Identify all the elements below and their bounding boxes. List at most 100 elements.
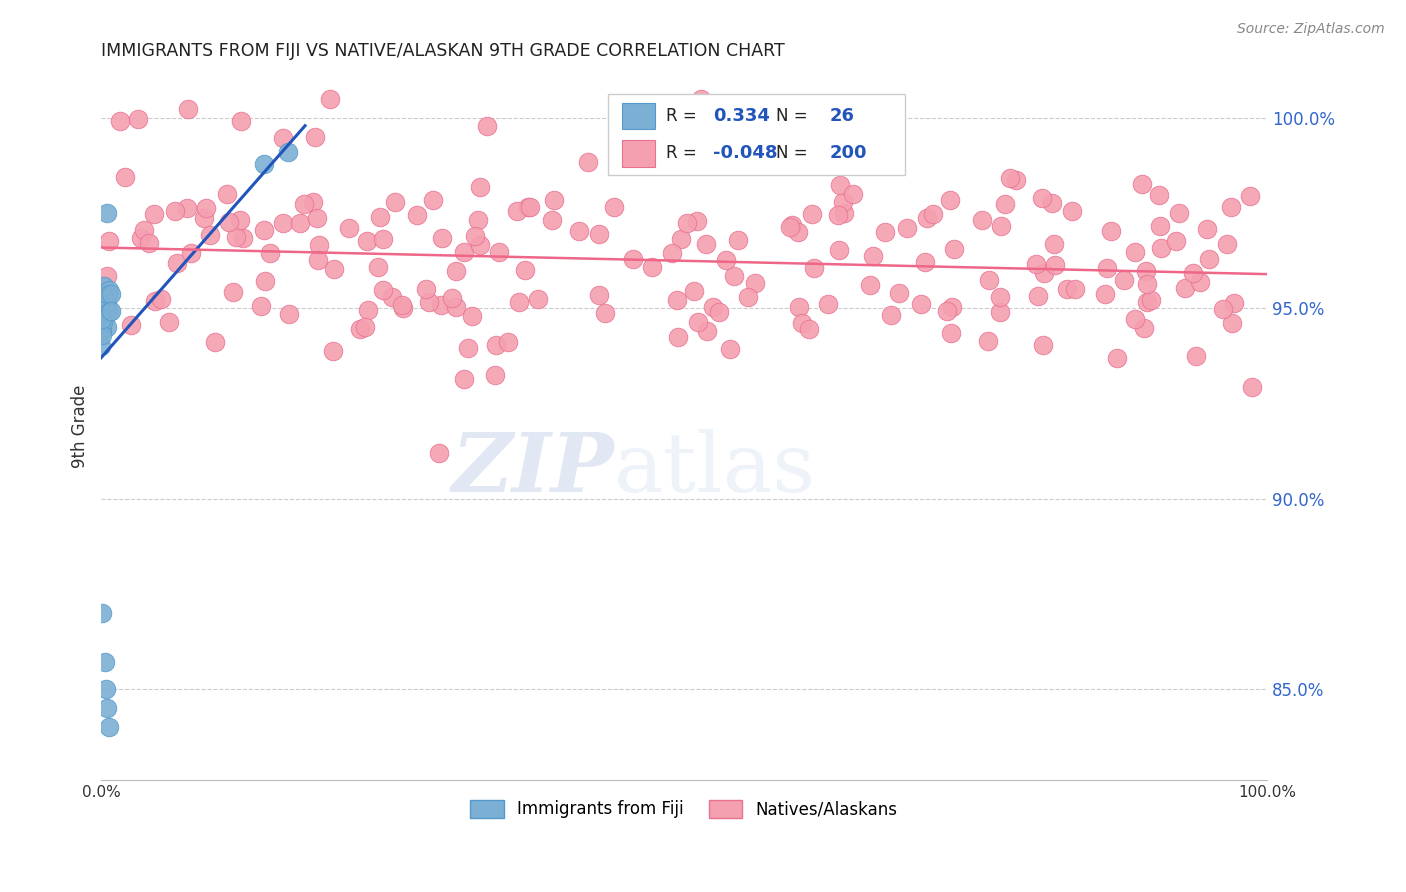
- Point: [699, 147, 721, 161]
- Point: [686, 315, 709, 329]
- Bar: [623, 103, 655, 129]
- Point: [322, 343, 344, 358]
- Point: [204, 335, 226, 350]
- Point: [308, 237, 330, 252]
- Point: [1043, 258, 1066, 272]
- Point: [254, 274, 277, 288]
- Point: [676, 215, 699, 229]
- Point: [1099, 224, 1122, 238]
- Point: [93, 656, 115, 670]
- Point: [723, 269, 745, 284]
- Point: [292, 197, 315, 211]
- Point: [1105, 351, 1128, 365]
- Point: [1135, 264, 1157, 278]
- Point: [1125, 312, 1147, 326]
- Point: [96, 320, 118, 334]
- Point: [484, 368, 506, 383]
- Point: [488, 244, 510, 259]
- Point: [828, 178, 851, 192]
- Point: [110, 113, 132, 128]
- Point: [1056, 282, 1078, 296]
- Point: [1133, 321, 1156, 335]
- Point: [232, 230, 254, 244]
- Point: [921, 207, 943, 221]
- Point: [271, 216, 294, 230]
- Point: [799, 322, 821, 336]
- Point: [1031, 191, 1053, 205]
- Point: [96, 295, 118, 310]
- Point: [1136, 295, 1159, 310]
- Text: R =: R =: [666, 145, 703, 162]
- Point: [98, 234, 121, 248]
- Point: [467, 213, 489, 227]
- Point: [787, 225, 810, 239]
- Point: [166, 256, 188, 270]
- Point: [90, 339, 112, 353]
- Point: [97, 287, 120, 301]
- Point: [132, 223, 155, 237]
- Point: [727, 233, 749, 247]
- Point: [444, 300, 467, 314]
- Point: [1032, 338, 1054, 352]
- Point: [737, 290, 759, 304]
- Point: [508, 294, 530, 309]
- Point: [1198, 252, 1220, 266]
- Point: [322, 261, 344, 276]
- Text: ZIP: ZIP: [451, 429, 614, 508]
- Point: [157, 315, 180, 329]
- Point: [1026, 288, 1049, 302]
- Text: N =: N =: [776, 145, 813, 162]
- Point: [1239, 189, 1261, 203]
- Point: [98, 720, 121, 734]
- Point: [96, 269, 118, 284]
- Point: [100, 287, 122, 301]
- Point: [370, 210, 392, 224]
- Point: [354, 320, 377, 334]
- Point: [1063, 282, 1085, 296]
- Point: [271, 131, 294, 145]
- Point: [1220, 316, 1243, 330]
- Point: [1123, 245, 1146, 260]
- Point: [803, 261, 825, 276]
- Point: [475, 119, 498, 133]
- Point: [1097, 260, 1119, 275]
- Point: [90, 311, 112, 326]
- Point: [685, 214, 707, 228]
- Point: [93, 290, 115, 304]
- Point: [1130, 177, 1153, 191]
- Point: [977, 334, 1000, 348]
- Point: [198, 228, 221, 243]
- Text: -0.048: -0.048: [713, 145, 778, 162]
- Point: [1182, 266, 1205, 280]
- Point: [517, 200, 540, 214]
- Point: [91, 286, 114, 301]
- Point: [827, 208, 849, 222]
- Point: [1040, 195, 1063, 210]
- Point: [1197, 222, 1219, 236]
- Point: [896, 220, 918, 235]
- Point: [150, 293, 173, 307]
- Point: [418, 295, 440, 310]
- Point: [349, 322, 371, 336]
- Point: [915, 211, 938, 226]
- Point: [357, 303, 380, 318]
- Point: [988, 304, 1011, 318]
- Point: [391, 301, 413, 316]
- Point: [790, 316, 813, 330]
- Point: [253, 223, 276, 237]
- Point: [593, 306, 616, 320]
- Point: [943, 242, 966, 256]
- Point: [1189, 275, 1212, 289]
- Point: [415, 282, 437, 296]
- Point: [1000, 171, 1022, 186]
- Point: [288, 216, 311, 230]
- Point: [1212, 301, 1234, 316]
- Point: [97, 305, 120, 319]
- Point: [229, 113, 252, 128]
- Point: [1060, 204, 1083, 219]
- Point: [193, 211, 215, 226]
- Point: [862, 249, 884, 263]
- Point: [259, 245, 281, 260]
- Point: [1240, 380, 1263, 394]
- Point: [215, 187, 238, 202]
